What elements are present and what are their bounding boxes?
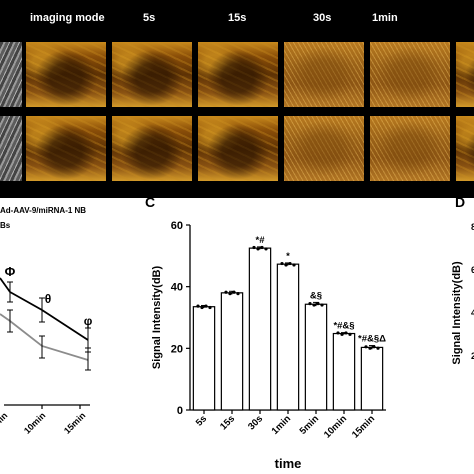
ultrasound-image-b-mode-row2 [0, 116, 22, 181]
data-point [316, 302, 320, 306]
significance-label: * [286, 251, 290, 262]
chart-d-fragment: D Signal Intensity(dB) 8 6 4 2 [451, 198, 474, 365]
ultrasound-image-15s-row2 [198, 116, 278, 181]
x-tick-label: 15s [218, 413, 237, 432]
data-point [224, 290, 228, 294]
column-label-5s: 5s [143, 12, 156, 24]
y-tick-label: 60 [171, 220, 183, 232]
x-axis-label: time [275, 456, 302, 471]
ultrasound-image-5min-row2 [456, 116, 474, 181]
data-point [256, 247, 260, 251]
x-tick-label: 10min [322, 413, 349, 440]
bar-chart-c: C 0 20 40 60 Signal Intensity(dB) time 5s 15s 30… [145, 198, 386, 471]
significance-label: *#&§ [333, 321, 354, 332]
data-point [252, 245, 256, 250]
significance-label: &§ [310, 290, 322, 301]
x-tick-label: 5s [194, 413, 209, 428]
left-x-tick-labels: min 10min 15min [0, 410, 87, 435]
data-point [280, 261, 284, 266]
data-point [344, 331, 348, 335]
series-line-dark [0, 277, 89, 341]
bar-5s [192, 306, 216, 411]
bar-chart-bars [192, 245, 384, 411]
bar-1min [276, 263, 300, 411]
bar-5min [304, 303, 328, 411]
ultrasound-image-15s-row1 [198, 42, 278, 107]
data-point [208, 305, 212, 310]
marker-label-varphi: φ [84, 314, 93, 328]
bar-10min [332, 332, 356, 411]
bar-15s [220, 292, 244, 411]
y-axis-label: Signal Intensity(dB) [151, 266, 163, 370]
data-point [284, 263, 288, 267]
chart-d-tick: 4 [471, 308, 474, 318]
y-tick-label: 40 [171, 282, 183, 294]
ultrasound-image-30s-row1 [284, 42, 364, 107]
left-tick-label: min [0, 410, 9, 428]
left-line-chart: Ad-AAV-9/miRNA-1 NB Bs Φ θ φ [0, 206, 93, 436]
ultrasound-image-5s-row2 [112, 116, 192, 181]
data-point [200, 305, 204, 310]
marker-label-theta: θ [45, 292, 52, 306]
data-point [364, 345, 368, 349]
data-point [376, 346, 380, 350]
data-point [288, 261, 292, 266]
chart-d-tick: 2 [471, 351, 474, 361]
legend-line-2: Bs [0, 221, 11, 230]
x-tick-label: 5min [298, 413, 322, 437]
x-tick-label: 1min [270, 413, 294, 437]
ultrasound-image-imaging-mode-row1 [26, 42, 106, 107]
data-point [312, 303, 316, 307]
bar-15min [360, 346, 384, 411]
contrast-imaging-panel: imaging mode 5s 15s 30s 1min [0, 0, 474, 198]
error-bars [7, 281, 91, 371]
data-point [236, 292, 240, 296]
column-label-30s: 30s [313, 12, 332, 24]
data-point [232, 290, 236, 294]
charts-svg: Ad-AAV-9/miRNA-1 NB Bs Φ θ φ [0, 198, 474, 471]
data-point [228, 292, 232, 296]
y-tick-label: 20 [171, 343, 183, 355]
marker-label-phi: Φ [5, 264, 16, 279]
data-point [368, 346, 372, 350]
ultrasound-image-5s-row1 [112, 42, 192, 107]
legend-line-1: Ad-AAV-9/miRNA-1 NB [0, 206, 86, 215]
ultrasound-image-30s-row2 [284, 116, 364, 181]
ultrasound-image-imaging-mode-row2 [26, 116, 106, 181]
panel-letter-d: D [455, 198, 465, 210]
bar-30s [248, 247, 272, 411]
chart-d-tick: 6 [471, 265, 474, 275]
left-tick-label: 15min [62, 410, 87, 435]
significance-label: *# [256, 235, 266, 246]
data-point [292, 263, 296, 267]
data-point [308, 302, 312, 306]
panel-letter-c: C [145, 198, 155, 210]
x-tick-label: 30s [246, 413, 265, 432]
data-point [260, 245, 264, 250]
charts-panel: Ad-AAV-9/miRNA-1 NB Bs Φ θ φ [0, 198, 474, 474]
significance-label: *#&§Δ [358, 334, 386, 345]
column-label-1min: 1min [372, 12, 398, 24]
y-tick-label: 0 [177, 405, 183, 417]
data-point [320, 303, 324, 307]
ultrasound-image-1min-row2 [370, 116, 450, 181]
chart-d-ylabel: Signal Intensity(dB) [451, 261, 463, 365]
ultrasound-image-1min-row1 [370, 42, 450, 107]
data-point [340, 332, 344, 336]
left-tick-label: 10min [22, 410, 47, 435]
ultrasound-image-b-mode-row1 [0, 42, 22, 107]
x-tick-label: 15min [350, 413, 377, 440]
chart-d-tick: 8 [471, 222, 474, 232]
data-point [196, 304, 200, 308]
ultrasound-image-5min-row1 [456, 42, 474, 107]
data-point [204, 304, 208, 308]
column-label-15s: 15s [228, 12, 247, 24]
data-point [264, 247, 268, 251]
data-point [336, 331, 340, 335]
series-line-gray [0, 313, 89, 361]
data-point [372, 345, 376, 349]
column-label-imaging-mode: imaging mode [30, 12, 105, 24]
data-point [348, 332, 352, 336]
